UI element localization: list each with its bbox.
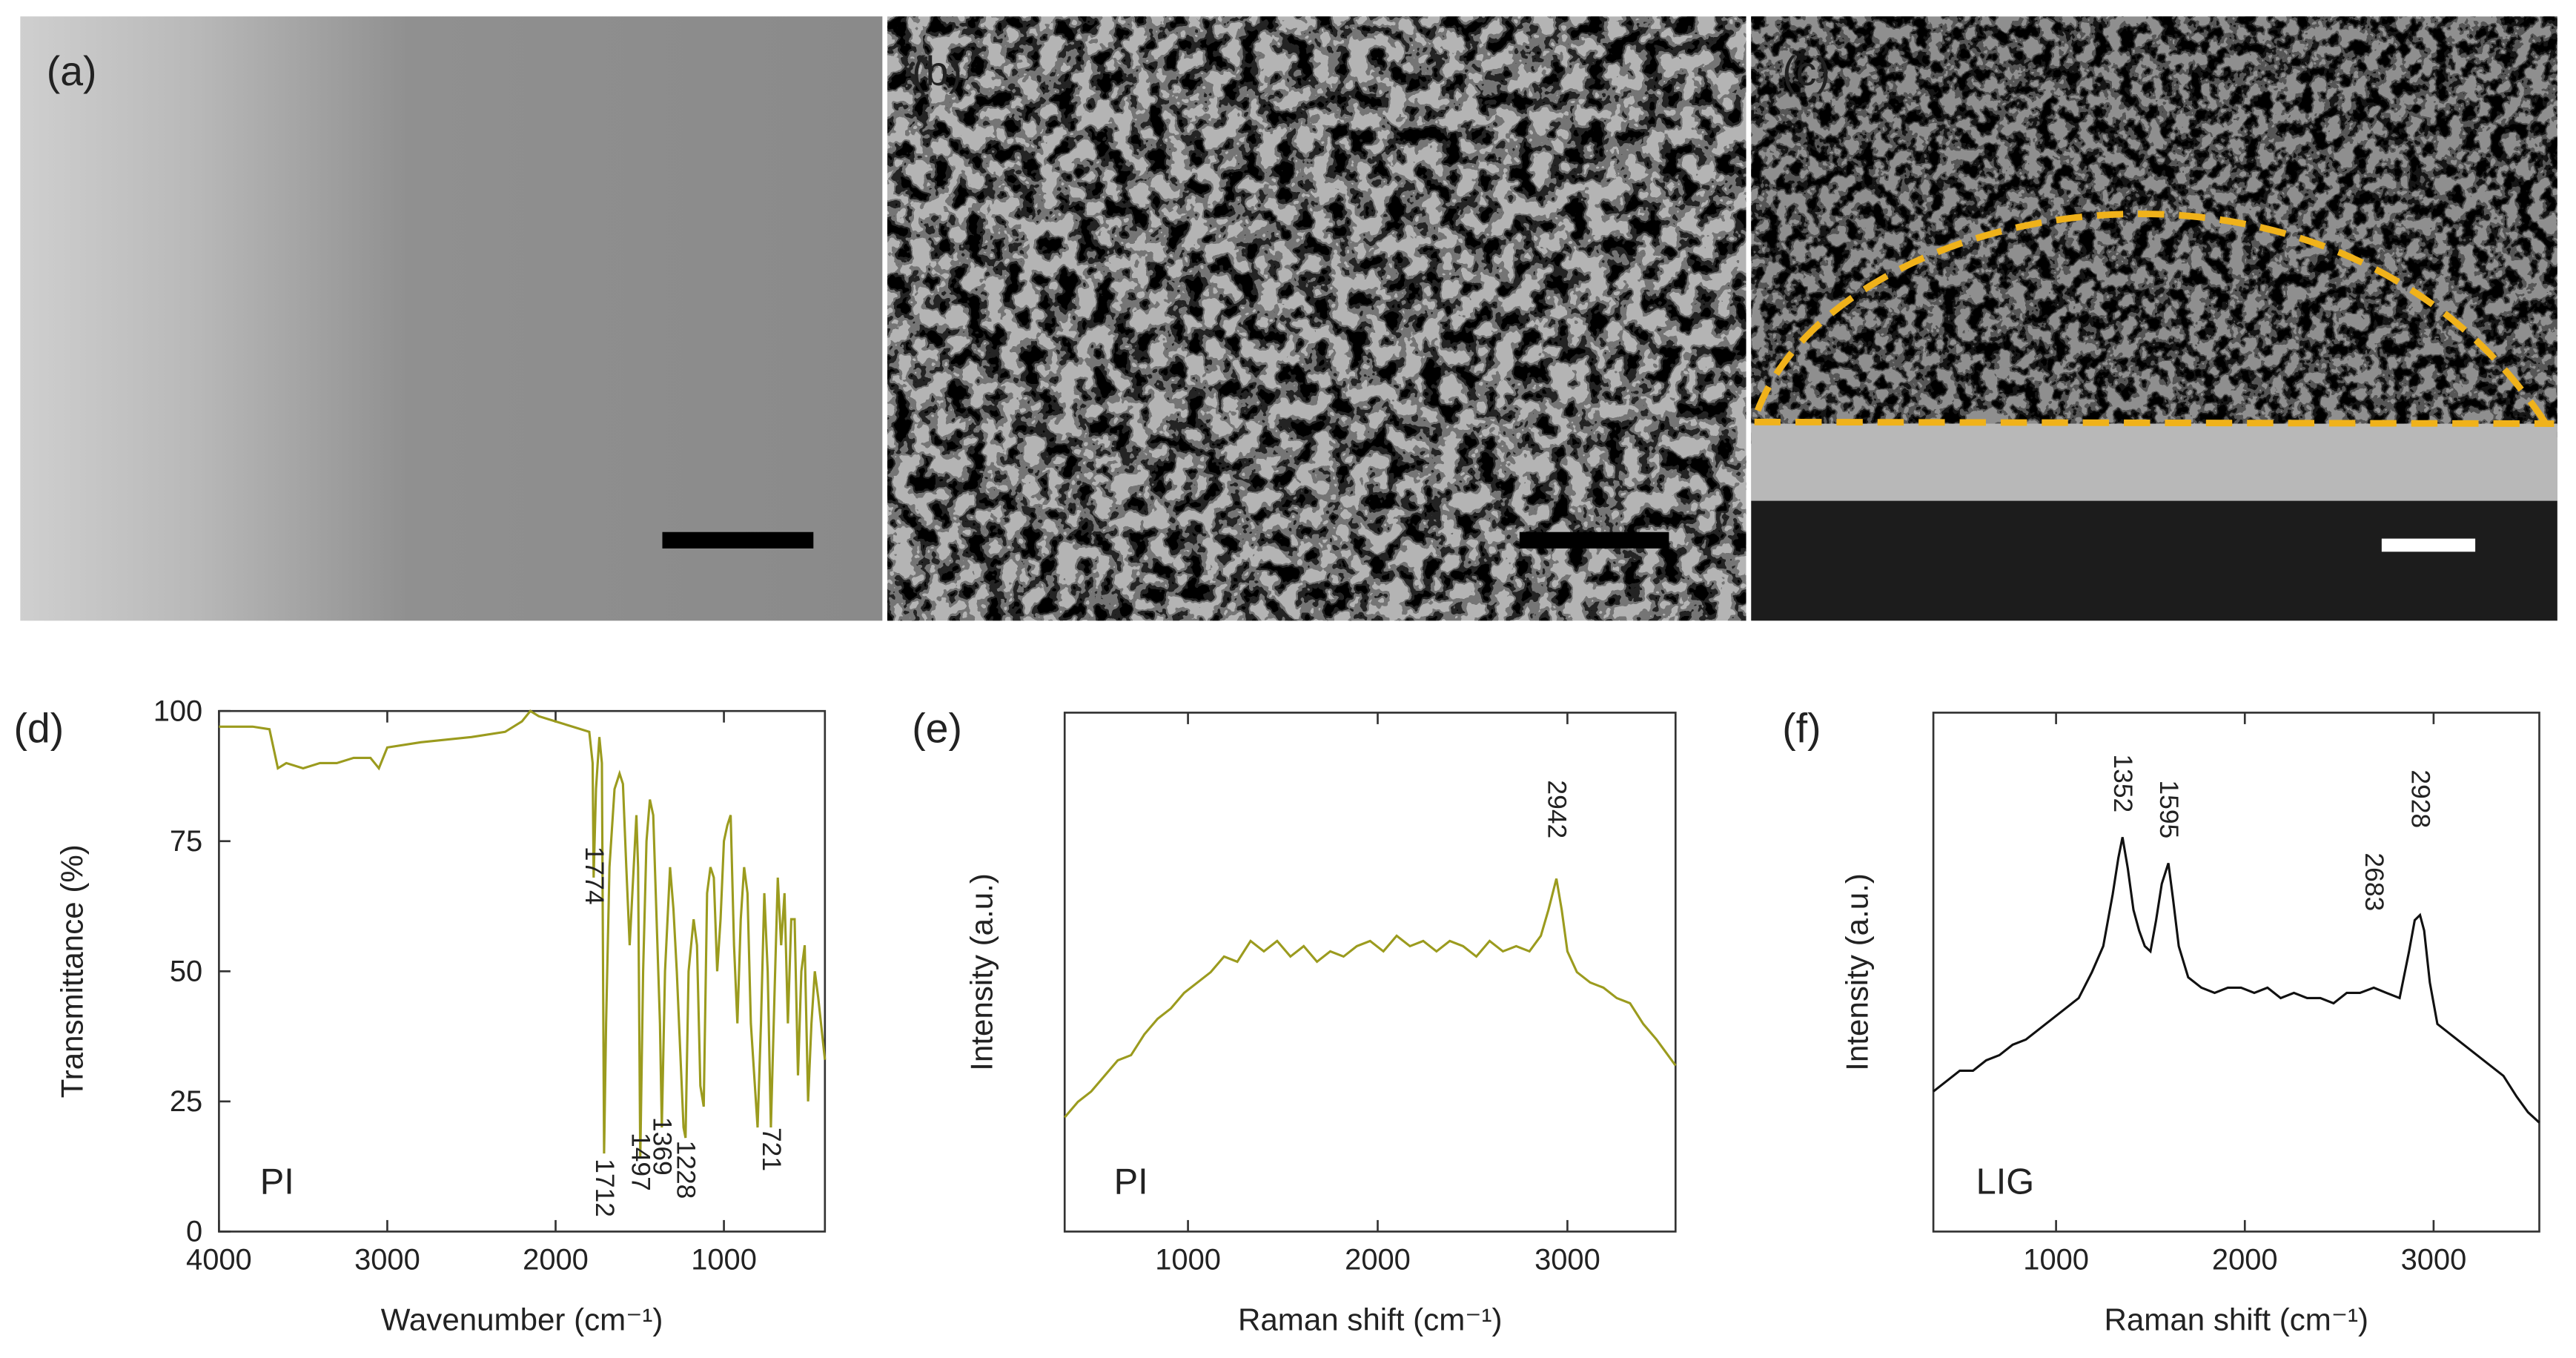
panel-label: (d) xyxy=(13,705,64,751)
x-tick-label: 1000 xyxy=(2023,1243,2089,1276)
sem-image-c xyxy=(1751,16,2557,621)
y-tick-label: 25 xyxy=(170,1085,202,1118)
x-axis-label: Raman shift (cm⁻¹) xyxy=(1238,1302,1503,1337)
peak-annotation: 1595 xyxy=(2154,780,2184,838)
series-label: PI xyxy=(260,1162,294,1202)
y-tick-label: 0 xyxy=(186,1216,202,1248)
plot-frame xyxy=(1063,712,1677,1233)
peak-annotation: 1352 xyxy=(2108,754,2138,812)
spectrum-line xyxy=(219,709,827,1159)
x-axis-label: Raman shift (cm⁻¹) xyxy=(2105,1302,2369,1337)
panel-label: (e) xyxy=(912,705,962,751)
peak-annotation: 721 xyxy=(757,1127,787,1171)
y-axis-label: Transmittance (%) xyxy=(55,844,90,1098)
panel-label: (c) xyxy=(1782,48,1830,94)
peak-annotation: 1774 xyxy=(580,847,609,905)
series-label: LIG xyxy=(1976,1162,2035,1202)
x-tick-label: 2000 xyxy=(523,1243,589,1276)
x-tick-label: 3000 xyxy=(354,1243,420,1276)
peak-annotation: 2683 xyxy=(2360,852,2389,911)
x-tick-label: 1000 xyxy=(1155,1243,1221,1276)
peak-annotation: 2928 xyxy=(2406,769,2435,828)
x-tick-label: 3000 xyxy=(2401,1243,2467,1276)
y-tick-label: 75 xyxy=(170,825,202,858)
sem-image-b xyxy=(887,16,1746,621)
sem-image-a xyxy=(20,16,883,621)
x-tick-label: 2000 xyxy=(1345,1243,1411,1276)
peak-annotation: 1228 xyxy=(672,1141,701,1199)
spectrum-line xyxy=(1933,837,2540,1124)
peak-annotation: 1497 xyxy=(626,1133,656,1191)
x-axis-label: Wavenumber (cm⁻¹) xyxy=(381,1302,663,1337)
x-tick-label: 4000 xyxy=(186,1243,252,1276)
panel-label: (b) xyxy=(912,48,962,94)
x-tick-label: 3000 xyxy=(1534,1243,1600,1276)
spectrum-line xyxy=(1064,878,1677,1119)
y-tick-label: 50 xyxy=(170,955,202,988)
series-label: PI xyxy=(1114,1162,1148,1202)
x-tick-label: 2000 xyxy=(2212,1243,2278,1276)
panel-label: (f) xyxy=(1782,705,1821,751)
plot-frame xyxy=(1932,712,2540,1233)
y-axis-label: Intensity (a.u.) xyxy=(964,873,999,1071)
peak-annotation: 1712 xyxy=(590,1159,620,1217)
peak-annotation: 1369 xyxy=(648,1117,678,1176)
y-tick-label: 100 xyxy=(153,695,203,727)
x-tick-label: 1000 xyxy=(691,1243,757,1276)
peak-annotation: 2942 xyxy=(1543,780,1572,838)
y-axis-label: Intensity (a.u.) xyxy=(1839,873,1874,1071)
panel-label: (a) xyxy=(47,48,97,94)
